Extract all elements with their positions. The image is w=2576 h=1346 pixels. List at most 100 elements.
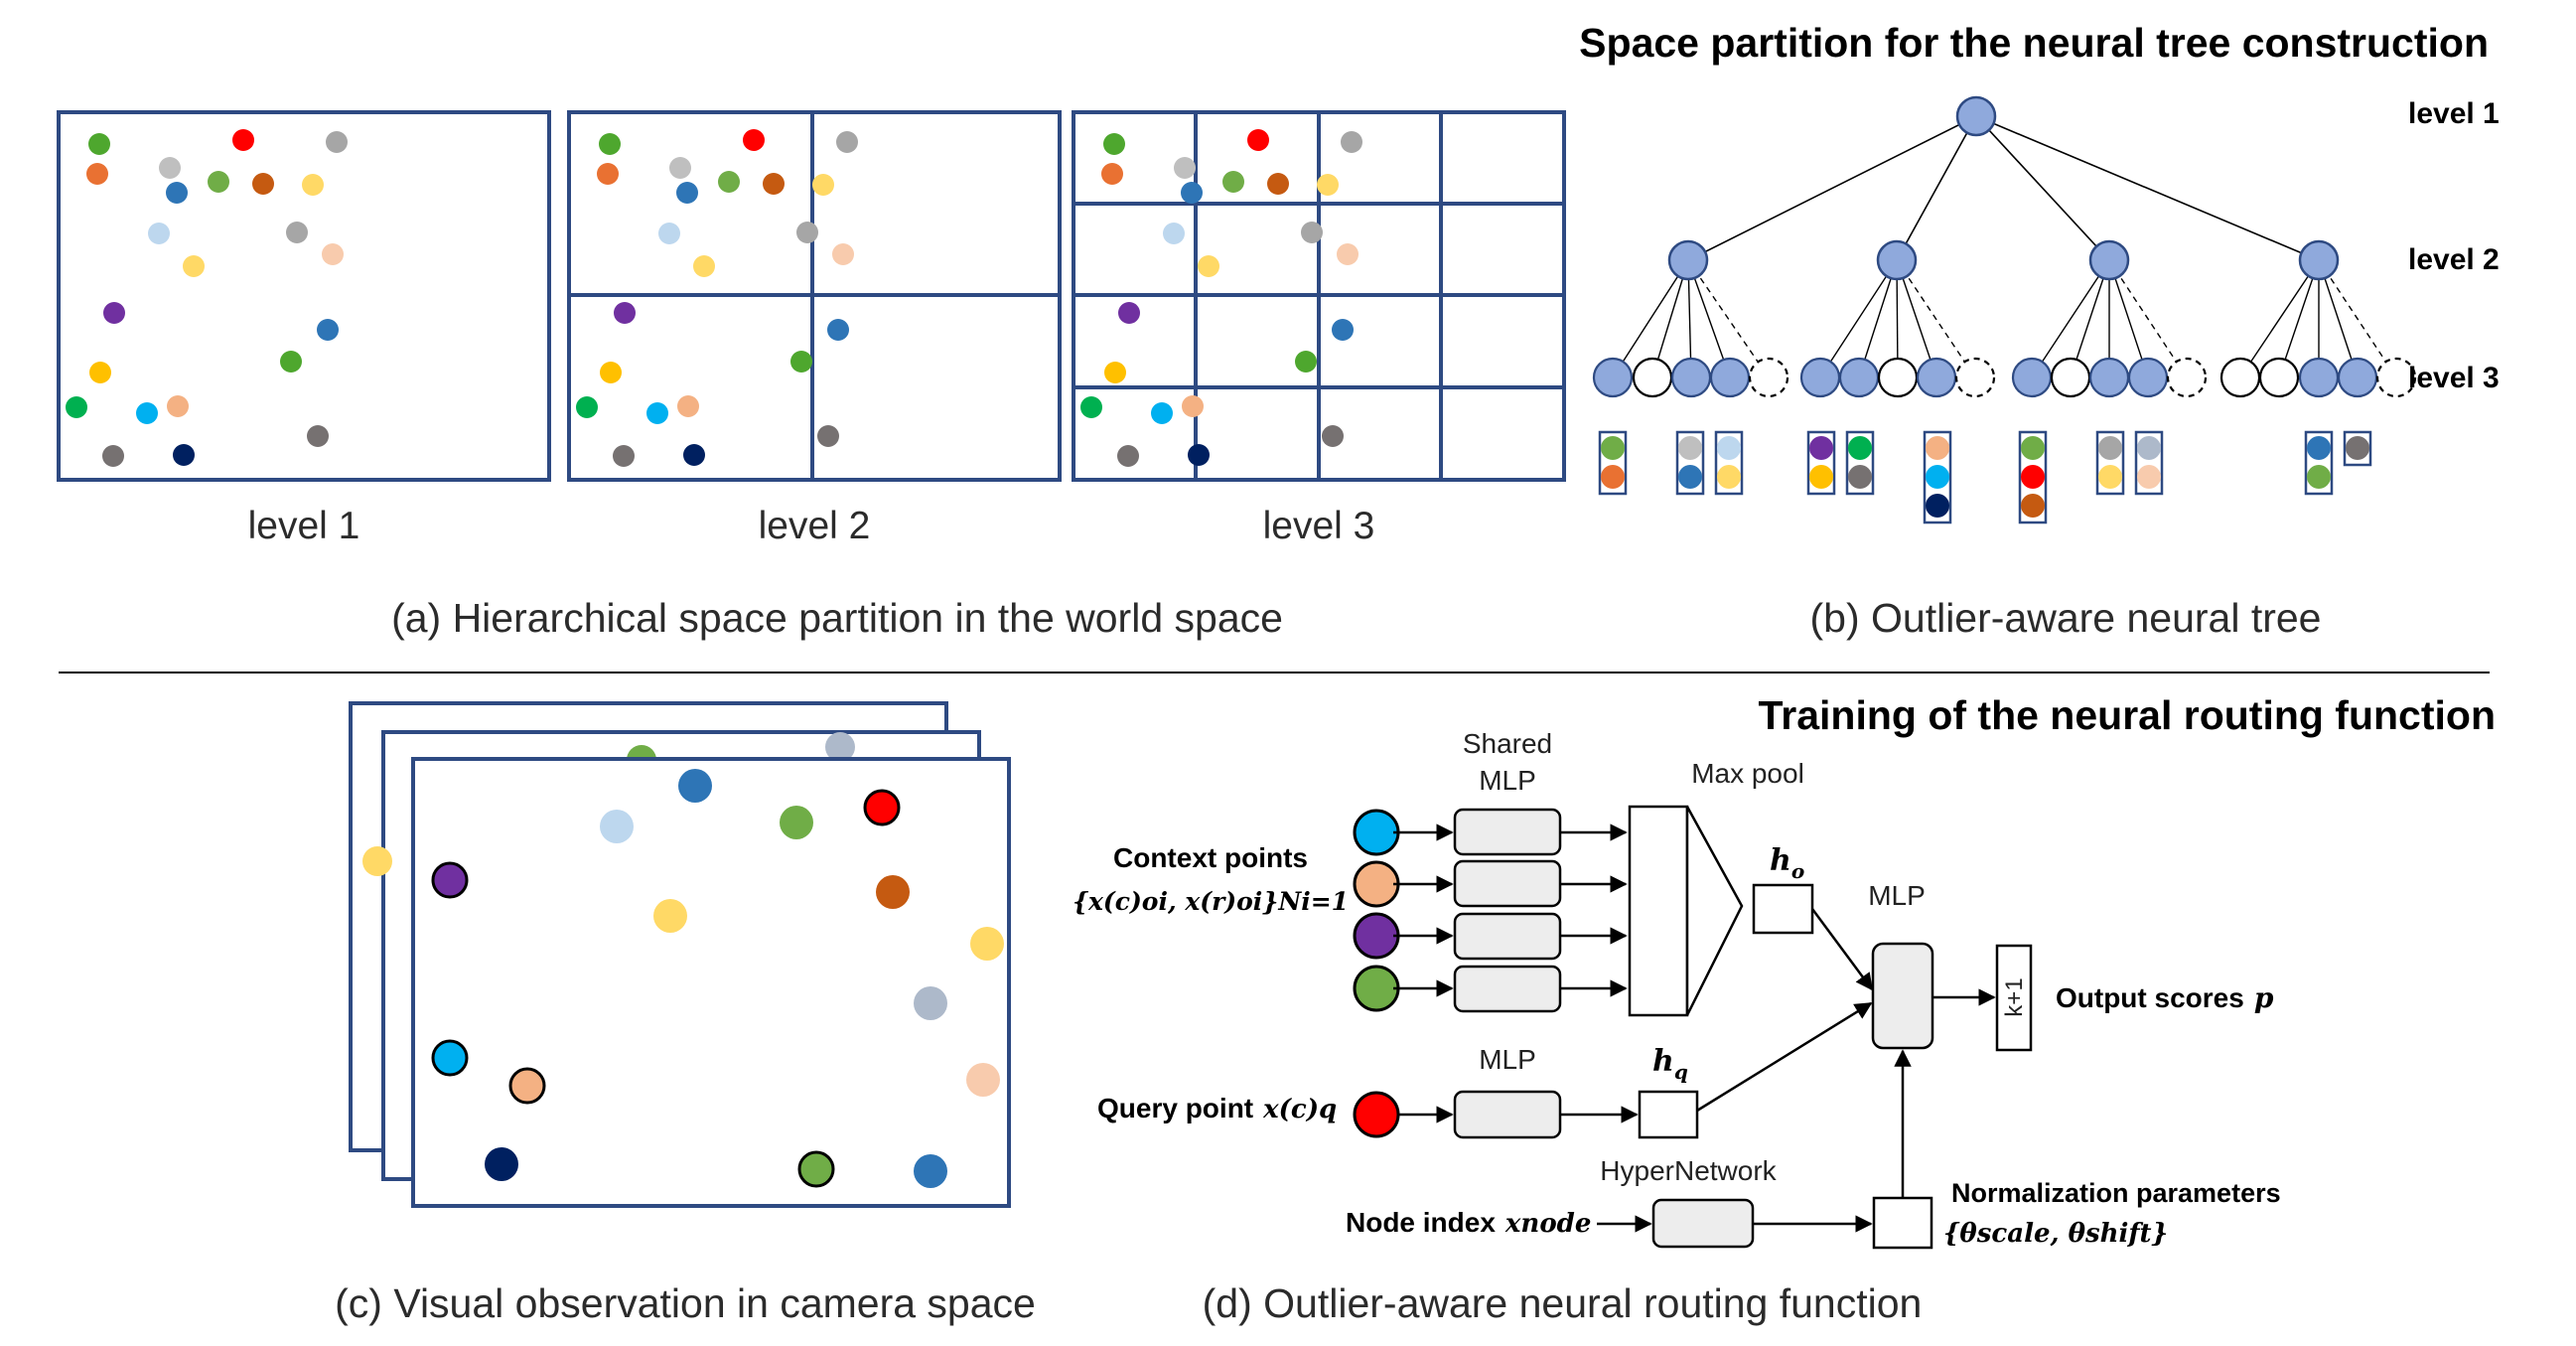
point — [1295, 351, 1317, 373]
mlp-main-label: MLP — [1868, 880, 1926, 911]
point — [1104, 362, 1126, 383]
point — [718, 171, 740, 193]
shared-mlp-arrows — [1393, 823, 1628, 997]
point — [576, 396, 598, 418]
point — [658, 223, 680, 244]
point — [1926, 465, 1949, 489]
point — [827, 319, 849, 341]
point — [743, 129, 765, 151]
point — [966, 1063, 1000, 1097]
point — [2137, 436, 2161, 460]
point — [693, 255, 715, 277]
point — [1926, 494, 1949, 518]
point — [148, 223, 170, 244]
point — [1267, 173, 1289, 195]
point — [970, 927, 1004, 961]
output-box — [1995, 944, 2033, 1052]
point — [1717, 436, 1741, 460]
point — [1163, 223, 1185, 244]
output-box-label: k+1 — [2001, 977, 2028, 1016]
mlp-query-box — [1453, 1090, 1562, 1139]
point — [646, 402, 668, 424]
point — [166, 182, 188, 204]
point — [677, 395, 699, 417]
point — [103, 302, 125, 324]
point — [2021, 465, 2045, 489]
point — [1182, 395, 1204, 417]
point — [307, 425, 329, 447]
hq-box — [1638, 1090, 1699, 1139]
caption-c: (c) Visual observation in camera space — [335, 1280, 1036, 1326]
norm-box — [1872, 1196, 1933, 1250]
point — [1926, 436, 1949, 460]
hypernetwork-label: HyperNetwork — [1600, 1155, 1777, 1186]
point — [1353, 965, 1400, 1012]
point — [89, 362, 111, 383]
point — [683, 444, 705, 466]
point — [232, 129, 254, 151]
point — [914, 1154, 947, 1188]
point — [66, 396, 87, 418]
points-level-1 — [66, 129, 348, 467]
caption-b: (b) Outlier-aware neural tree — [1810, 595, 2322, 641]
point — [780, 806, 813, 839]
tree-level-2-label: level 2 — [2408, 243, 2500, 276]
point — [431, 861, 469, 899]
point — [1353, 912, 1400, 960]
point — [86, 163, 108, 185]
point — [280, 351, 302, 373]
shared-mlp-label-1: Shared — [1463, 728, 1552, 759]
point — [614, 302, 636, 324]
shared-mlp-boxes — [1453, 808, 1562, 1013]
mlp-main-box — [1871, 942, 1934, 1050]
empty-cells — [1075, 206, 1438, 478]
point — [1222, 171, 1244, 193]
maxpool-label: Max pool — [1691, 758, 1804, 789]
tree-node-level-3 — [2219, 357, 2261, 398]
hq-label: hq — [1652, 1044, 1688, 1084]
tree-node-level-3 — [1632, 357, 1673, 398]
point — [1301, 222, 1323, 243]
point — [1247, 129, 1269, 151]
tree-node-level-3 — [2166, 357, 2208, 398]
point — [863, 789, 901, 826]
tree-level-3-label: level 3 — [2408, 362, 2500, 394]
point — [167, 395, 189, 417]
partition-panels — [57, 110, 1566, 482]
point — [1337, 243, 1359, 265]
point — [1118, 302, 1140, 324]
partition-label-level-3: level 3 — [1263, 505, 1375, 547]
query-point — [1353, 1091, 1400, 1138]
tree-node-level-3 — [2298, 357, 2340, 398]
point — [2307, 465, 2331, 489]
point — [1848, 436, 1872, 460]
point — [1198, 255, 1219, 277]
point — [597, 163, 619, 185]
tree-node-level-3 — [1670, 357, 1712, 398]
points-level-2 — [576, 129, 858, 467]
tree-node-level-3 — [1592, 357, 1634, 398]
caption-a: (a) Hierarchical space partition in the … — [391, 595, 1283, 641]
tree-node-level-3 — [1916, 357, 1957, 398]
point — [1341, 131, 1362, 153]
point — [208, 171, 229, 193]
tree-node-level-2 — [1876, 239, 1918, 281]
point — [302, 174, 324, 196]
point — [362, 846, 392, 876]
point — [1174, 157, 1196, 179]
point — [914, 986, 947, 1020]
neural-tree — [1592, 95, 2417, 398]
point — [1188, 444, 1210, 466]
point — [1678, 436, 1702, 460]
camera-points — [431, 769, 1004, 1188]
point — [817, 425, 839, 447]
points-level-3 — [1080, 129, 1362, 467]
partition-label-level-2: level 2 — [759, 505, 871, 547]
routing-title: Training of the neural routing function — [1758, 692, 2496, 738]
point — [1601, 436, 1625, 460]
point — [832, 243, 854, 265]
point — [322, 243, 344, 265]
point — [600, 810, 634, 843]
point — [676, 182, 698, 204]
